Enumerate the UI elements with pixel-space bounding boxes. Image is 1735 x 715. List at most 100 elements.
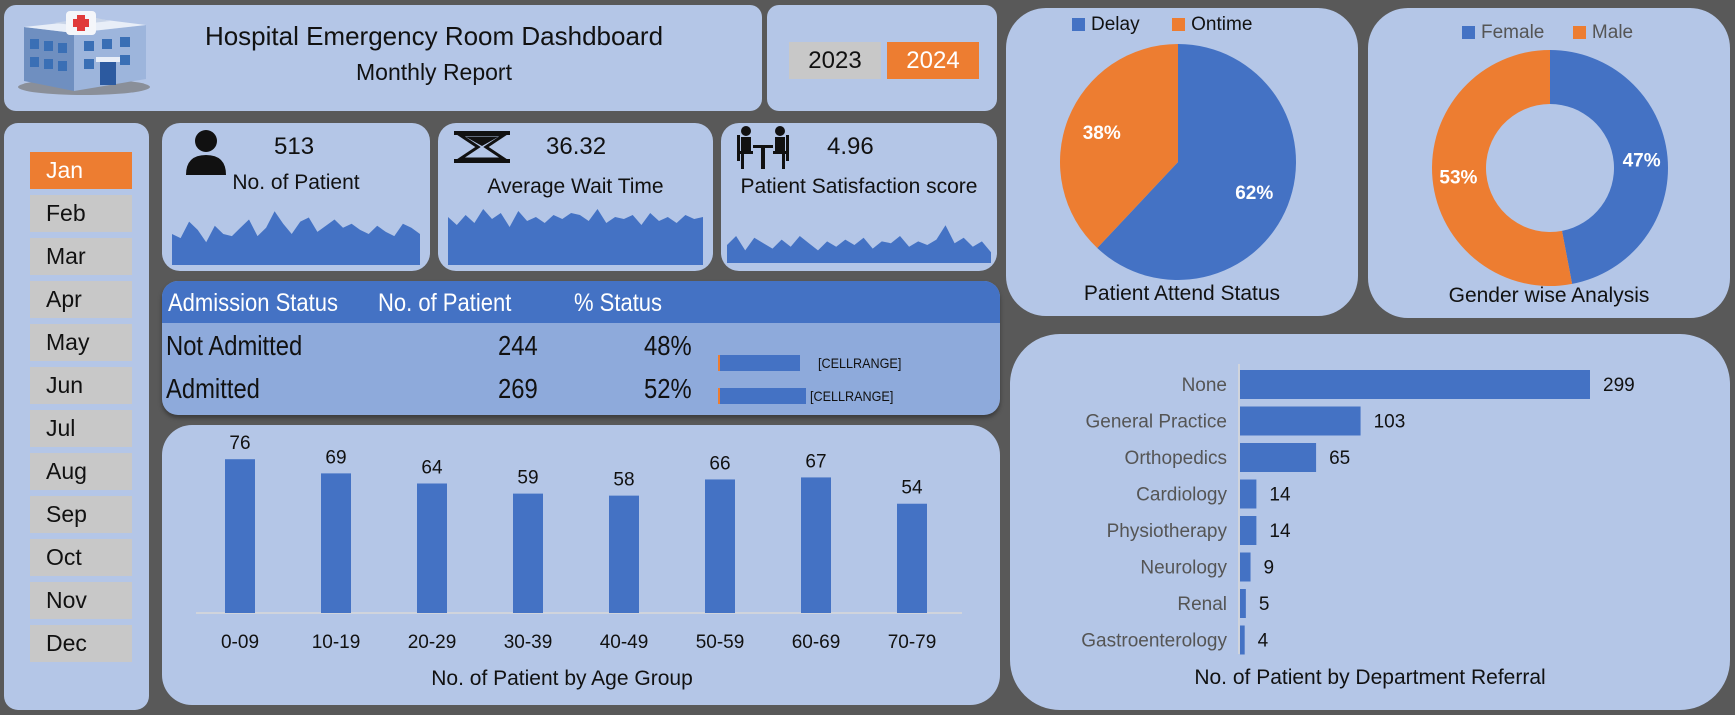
person-icon — [186, 130, 226, 175]
attend-pie-chart: 62% 38% — [1060, 44, 1296, 280]
dept-bar-label: 299 — [1603, 375, 1635, 396]
gender-legend: Female Male — [1462, 22, 1633, 44]
age-bar — [417, 483, 447, 613]
age-tick-label: 0-09 — [221, 632, 259, 653]
month-button-may[interactable]: May — [30, 324, 132, 361]
gender-panel: Female Male 47% 53% Gender wise Analysis — [1368, 8, 1730, 318]
age-bar — [513, 493, 543, 613]
admission-row-bar-label: [CELLRANGE] — [810, 388, 894, 404]
admission-panel: Admission Status No. of Patient % Status… — [162, 281, 1000, 415]
kpi-satisfaction-label: Patient Satisfaction score — [740, 175, 978, 198]
attend-slice — [1060, 44, 1178, 249]
month-sidebar: Jan Feb Mar Apr May Jun Jul Aug Sep Oct Nov Dec — [4, 123, 149, 710]
gender-slice — [1550, 50, 1668, 284]
admission-row-bar — [718, 355, 800, 371]
dept-category-label: Physiotherapy — [1107, 521, 1228, 542]
page-title: Hospital Emergency Room Dashdboard — [204, 21, 664, 51]
legend-swatch-female — [1462, 26, 1475, 39]
gender-slice-label: 53% — [1439, 168, 1477, 189]
month-button-feb[interactable]: Feb — [30, 195, 132, 232]
year-button-2023[interactable]: 2023 — [789, 42, 881, 79]
year-button-2024[interactable]: 2024 — [887, 42, 979, 79]
attend-slice-label: 62% — [1235, 183, 1273, 204]
dept-category-label: Neurology — [1140, 558, 1227, 579]
admission-row-pct: 48% — [644, 330, 692, 361]
dept-category-label: Gastroenterology — [1081, 631, 1227, 652]
attend-chart-title: Patient Attend Status — [1083, 282, 1281, 305]
age-bar-label: 76 — [229, 433, 250, 454]
age-tick-label: 30-39 — [504, 632, 553, 653]
kpi-waittime-panel: 36.32 Average Wait Time — [438, 123, 713, 271]
dept-bar-label: 9 — [1264, 558, 1275, 579]
age-tick-label: 40-49 — [600, 632, 649, 653]
dept-bar — [1240, 552, 1251, 582]
age-bar — [705, 479, 735, 613]
kpi-patients-panel: 513 No. of Patient — [162, 123, 430, 271]
gender-chart-title: Gender wise Analysis — [1448, 284, 1650, 307]
page-subtitle: Monthly Report — [356, 59, 512, 85]
age-bar-label: 64 — [421, 457, 443, 478]
kpi-satisfaction-value: 4.96 — [827, 133, 874, 160]
hospital-building-icon — [18, 11, 150, 95]
attend-slice — [1097, 44, 1296, 280]
dept-bar — [1240, 370, 1590, 399]
admission-header-status: Admission Status — [168, 289, 338, 317]
month-button-mar[interactable]: Mar — [30, 238, 132, 275]
sparkline-area — [448, 209, 703, 265]
dept-bar-label: 5 — [1259, 594, 1270, 615]
legend-swatch-ontime — [1172, 18, 1186, 31]
gender-slice — [1432, 50, 1573, 286]
month-button-jun[interactable]: Jun — [30, 367, 132, 404]
admission-header-pct: % Status — [574, 289, 663, 317]
attend-status-panel: Delay Ontime 62% 38% Patient Attend Statu… — [1006, 8, 1358, 316]
gender-slice-label: 47% — [1623, 150, 1661, 171]
age-bar-label: 69 — [325, 447, 346, 468]
age-bar — [321, 473, 351, 613]
admission-header-bar — [162, 281, 1000, 323]
age-tick-label: 60-69 — [792, 632, 841, 653]
age-group-chart: 76 0-09 69 10-19 64 20-29 59 30-39 58 40-49 66 50-5… — [196, 433, 962, 653]
dept-bar — [1240, 479, 1257, 509]
gender-donut-chart: 47% 53% — [1432, 50, 1668, 286]
sparkline-area — [727, 225, 991, 263]
age-tick-label: 10-19 — [312, 632, 361, 653]
month-button-aug[interactable]: Aug — [30, 453, 132, 490]
legend-label-male: Male — [1591, 22, 1634, 43]
month-button-dec[interactable]: Dec — [30, 625, 132, 662]
legend-swatch-male — [1572, 26, 1586, 39]
dept-category-label: Orthopedics — [1125, 448, 1227, 469]
month-button-apr[interactable]: Apr — [30, 281, 132, 318]
month-button-oct[interactable]: Oct — [30, 539, 132, 576]
age-bar-label: 67 — [805, 451, 826, 472]
consultation-icon — [737, 126, 789, 169]
admission-row-pct: 52% — [644, 373, 692, 404]
kpi-satisfaction-panel: 4.96 Patient Satisfaction score — [721, 123, 997, 271]
legend-label-ontime: Ontime — [1191, 14, 1253, 35]
month-button-jul[interactable]: Jul — [30, 410, 132, 447]
kpi-patients-value: 513 — [274, 133, 315, 160]
month-button-sep[interactable]: Sep — [30, 496, 132, 533]
kpi-waittime-value: 36.32 — [546, 133, 607, 160]
age-tick-label: 70-79 — [888, 632, 937, 653]
dept-bar-label: 14 — [1269, 521, 1291, 542]
header-panel: Hospital Emergency Room Dashdboard Month… — [4, 5, 762, 111]
age-group-panel: 76 0-09 69 10-19 64 20-29 59 30-39 58 40-49 66 50-5… — [162, 425, 1000, 705]
department-panel: 299 None 103 General Practice 65 Orthopedics 1… — [1010, 334, 1730, 710]
attend-legend: Delay Ontime — [1072, 14, 1252, 36]
attend-slice-label: 38% — [1083, 123, 1121, 144]
admission-header-count: No. of Patient — [378, 289, 512, 317]
dept-category-label: Cardiology — [1136, 485, 1227, 506]
age-bar-label: 59 — [517, 468, 538, 489]
month-button-nov[interactable]: Nov — [30, 582, 132, 619]
month-button-jan[interactable]: Jan — [30, 152, 132, 189]
kpi-satisfaction-sparkline — [727, 225, 991, 263]
year-panel: 2023 2024 — [767, 5, 997, 111]
dept-bar — [1240, 406, 1361, 436]
dept-category-label: None — [1182, 375, 1227, 396]
kpi-patients-sparkline — [172, 211, 420, 265]
admission-row-status: Admitted — [166, 373, 260, 404]
admission-row-bar — [718, 388, 807, 404]
kpi-waittime-sparkline — [448, 209, 703, 265]
dept-bar — [1240, 516, 1257, 545]
age-bar — [801, 477, 831, 613]
